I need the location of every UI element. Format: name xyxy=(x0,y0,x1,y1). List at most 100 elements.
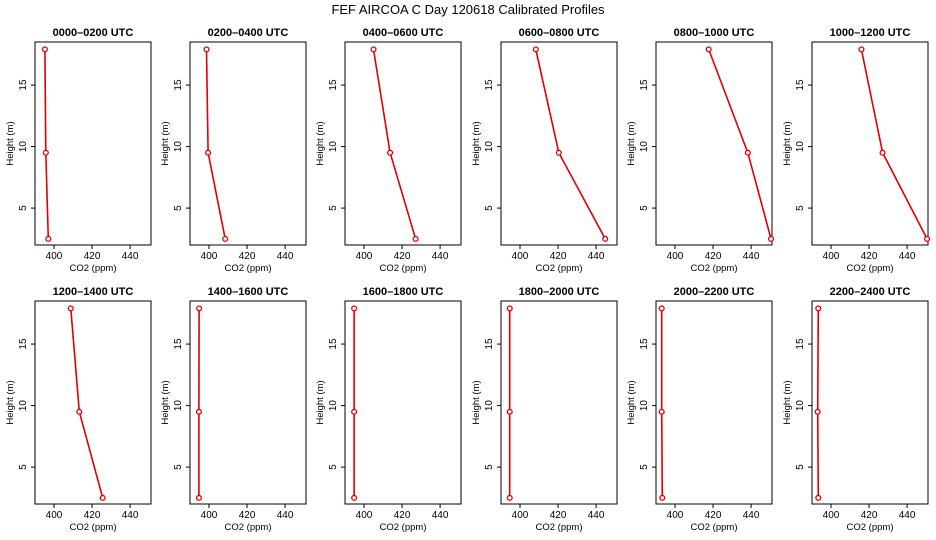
figure-title: FEF AIRCOA C Day 120618 Calibrated Profi… xyxy=(331,2,605,17)
x-tick-label: 440 xyxy=(432,251,449,262)
plot-frame xyxy=(811,41,929,246)
x-axis-label: CO2 (ppm) xyxy=(70,522,117,533)
y-tick-label: 5 xyxy=(328,205,339,211)
x-tick-label: 440 xyxy=(432,510,449,521)
x-tick-label: 400 xyxy=(512,251,529,262)
y-tick-label: 15 xyxy=(328,79,339,91)
panel-title: 1000–1200 UTC xyxy=(830,27,911,39)
x-tick-label: 400 xyxy=(46,251,63,262)
plot-frame xyxy=(34,300,152,505)
y-tick-label: 15 xyxy=(18,338,29,350)
panel-title: 1800–2000 UTC xyxy=(519,286,600,298)
y-tick-label: 5 xyxy=(173,464,184,470)
x-axis-label: CO2 (ppm) xyxy=(847,263,894,274)
x-tick-label: 420 xyxy=(239,251,256,262)
panel-title: 2200–2400 UTC xyxy=(830,286,911,298)
x-tick-label: 420 xyxy=(84,510,101,521)
data-point xyxy=(602,235,609,242)
data-point xyxy=(370,46,377,53)
y-tick-label: 10 xyxy=(795,141,806,153)
data-point xyxy=(506,494,513,501)
x-tick-label: 440 xyxy=(899,510,916,521)
data-point xyxy=(923,235,931,242)
plot-frame xyxy=(655,41,773,246)
data-point xyxy=(203,46,210,53)
x-axis-label: CO2 (ppm) xyxy=(225,522,272,533)
y-axis-label: Height (m) xyxy=(782,121,793,165)
y-axis-label: Height (m) xyxy=(626,380,637,424)
panel-1: 0200–0400 UTC 400 420 440 5 10 15 CO2 (ppm) Heig… xyxy=(160,27,307,274)
x-tick-label: 420 xyxy=(861,251,878,262)
x-tick-label: 440 xyxy=(122,251,139,262)
x-tick-label: 400 xyxy=(46,510,63,521)
y-tick-label: 10 xyxy=(795,400,806,412)
x-tick-label: 400 xyxy=(667,510,684,521)
y-tick-label: 5 xyxy=(484,464,495,470)
panels-group: 0000–0200 UTC 400 420 440 5 10 15 CO2 (ppm) Heig… xyxy=(5,27,931,533)
panel-title: 0000–0200 UTC xyxy=(53,27,134,39)
y-tick-label: 15 xyxy=(795,338,806,350)
x-axis-label: CO2 (ppm) xyxy=(70,263,117,274)
y-axis-label: Height (m) xyxy=(315,121,326,165)
panel-7: 1400–1600 UTC 400 420 440 5 10 15 CO2 (ppm) Heig… xyxy=(160,286,307,533)
y-tick-label: 10 xyxy=(328,141,339,153)
y-axis-label: Height (m) xyxy=(471,380,482,424)
x-tick-label: 440 xyxy=(277,251,294,262)
x-tick-label: 400 xyxy=(512,510,529,521)
data-point xyxy=(506,408,513,415)
x-tick-label: 400 xyxy=(823,251,840,262)
panel-4: 0800–1000 UTC 400 420 440 5 10 15 CO2 (ppm) Heig… xyxy=(626,27,775,274)
x-tick-label: 420 xyxy=(550,251,567,262)
x-tick-label: 420 xyxy=(550,510,567,521)
y-tick-label: 10 xyxy=(639,141,650,153)
panel-6: 1200–1400 UTC 400 420 440 5 10 15 CO2 (ppm) Heig… xyxy=(5,286,152,533)
panel-2: 0400–0600 UTC 400 420 440 5 10 15 CO2 (ppm) Heig… xyxy=(315,27,462,274)
panel-title: 1400–1600 UTC xyxy=(208,286,289,298)
panel-title: 0400–0600 UTC xyxy=(363,27,444,39)
data-point xyxy=(42,149,49,156)
y-tick-label: 15 xyxy=(328,338,339,350)
data-point xyxy=(99,494,106,501)
data-point xyxy=(67,305,74,312)
y-tick-label: 5 xyxy=(795,464,806,470)
y-tick-label: 5 xyxy=(639,205,650,211)
data-point xyxy=(351,494,358,501)
data-point xyxy=(658,305,665,312)
plot-frame xyxy=(189,41,307,246)
plot-frame xyxy=(655,300,773,505)
x-tick-label: 440 xyxy=(743,510,760,521)
panel-title: 2000–2200 UTC xyxy=(674,286,755,298)
x-tick-label: 440 xyxy=(743,251,760,262)
x-tick-label: 400 xyxy=(356,510,373,521)
plot-frame xyxy=(500,41,618,246)
data-point xyxy=(767,235,775,242)
y-axis-label: Height (m) xyxy=(160,380,171,424)
y-tick-label: 10 xyxy=(484,141,495,153)
x-tick-label: 400 xyxy=(201,510,218,521)
panel-0: 0000–0200 UTC 400 420 440 5 10 15 CO2 (ppm) Heig… xyxy=(5,27,152,274)
y-tick-label: 10 xyxy=(484,400,495,412)
profile-line xyxy=(660,308,664,498)
x-axis-label: CO2 (ppm) xyxy=(536,263,583,274)
data-point xyxy=(41,46,48,53)
x-tick-label: 400 xyxy=(667,251,684,262)
x-tick-label: 420 xyxy=(705,510,722,521)
data-point xyxy=(658,408,665,415)
data-point xyxy=(195,408,202,415)
y-tick-label: 10 xyxy=(173,141,184,153)
data-point xyxy=(387,149,394,156)
x-tick-label: 420 xyxy=(84,251,101,262)
data-point xyxy=(705,46,712,53)
x-tick-label: 420 xyxy=(861,510,878,521)
profile-line xyxy=(372,49,417,240)
y-tick-label: 10 xyxy=(328,400,339,412)
data-point xyxy=(858,46,865,53)
panel-10: 2000–2200 UTC 400 420 440 5 10 15 CO2 (ppm) Heig… xyxy=(626,286,773,533)
data-point xyxy=(879,149,886,156)
x-tick-label: 440 xyxy=(277,510,294,521)
data-point xyxy=(222,235,229,242)
y-tick-label: 5 xyxy=(639,464,650,470)
panel-title: 1200–1400 UTC xyxy=(53,286,134,298)
data-point xyxy=(196,305,203,312)
